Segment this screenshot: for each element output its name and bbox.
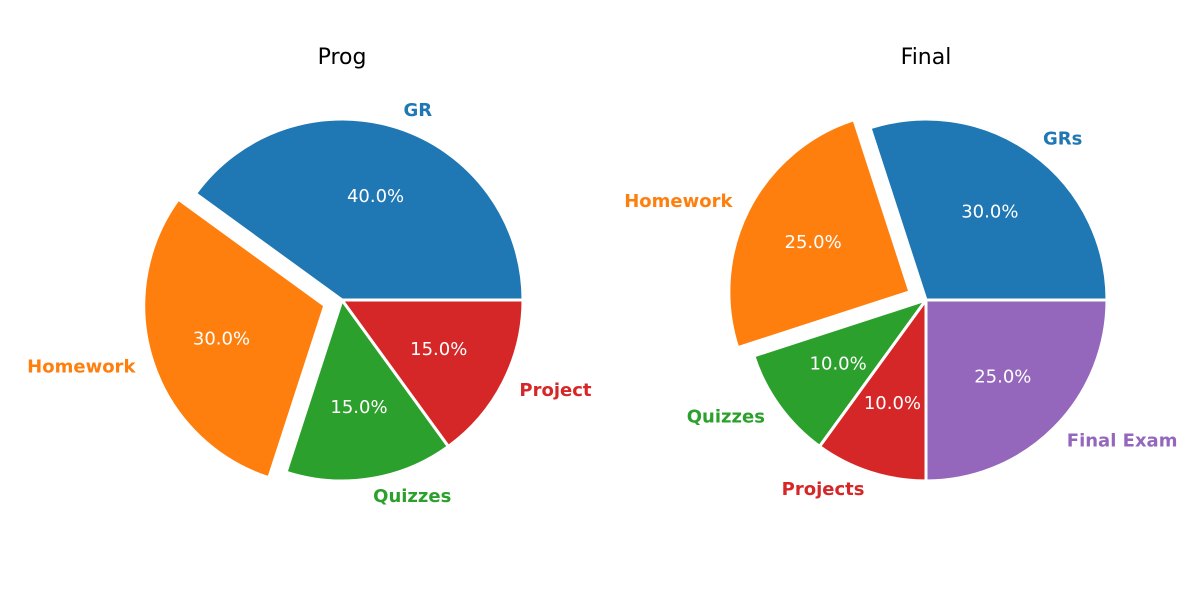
final-pie-chart: Final 30.0% GRs 25.0% Homework 10.0% Quizzes 1… xyxy=(624,45,1177,500)
pie-slice-homework xyxy=(142,197,327,480)
pie-slice-homework xyxy=(727,118,912,350)
pct-label-projects: 10.0% xyxy=(864,393,921,414)
pie-slice-gr xyxy=(194,117,525,302)
slice-label-project: Project xyxy=(519,380,591,401)
pct-label-grs: 30.0% xyxy=(961,202,1018,223)
prog-chart-title: Prog xyxy=(318,45,367,70)
pct-label-quizzes: 10.0% xyxy=(810,353,867,374)
pie-slice-final-exam xyxy=(924,298,1109,483)
slice-label-grs: GRs xyxy=(1043,128,1082,149)
prog-pie-chart: Prog 40.0% GR 30.0% Homework 15.0% Quizzes 15.… xyxy=(27,45,592,507)
slice-label-projects: Projects xyxy=(782,479,865,500)
pct-label-quizzes: 15.0% xyxy=(330,397,387,418)
pie-slice-project xyxy=(340,298,525,448)
pct-label-project: 15.0% xyxy=(410,339,467,360)
slice-label-quizzes: Quizzes xyxy=(687,407,765,428)
pie-slice-projects xyxy=(818,298,928,483)
pie-slice-quizzes xyxy=(752,298,928,448)
final-chart-title: Final xyxy=(901,45,952,70)
slice-label-gr: GR xyxy=(404,100,433,121)
pie-slice-grs xyxy=(868,117,1109,302)
slice-label-final-exam: Final Exam xyxy=(1067,430,1178,451)
slice-label-homework: Homework xyxy=(27,357,136,378)
pct-label-final-exam: 25.0% xyxy=(974,366,1031,387)
pct-label-gr: 40.0% xyxy=(347,186,404,207)
pct-label-homework: 30.0% xyxy=(193,329,250,350)
slice-label-homework: Homework xyxy=(624,191,733,212)
slice-label-quizzes: Quizzes xyxy=(373,486,451,507)
pct-label-homework: 25.0% xyxy=(785,232,842,253)
pie-slice-quizzes xyxy=(284,298,450,483)
